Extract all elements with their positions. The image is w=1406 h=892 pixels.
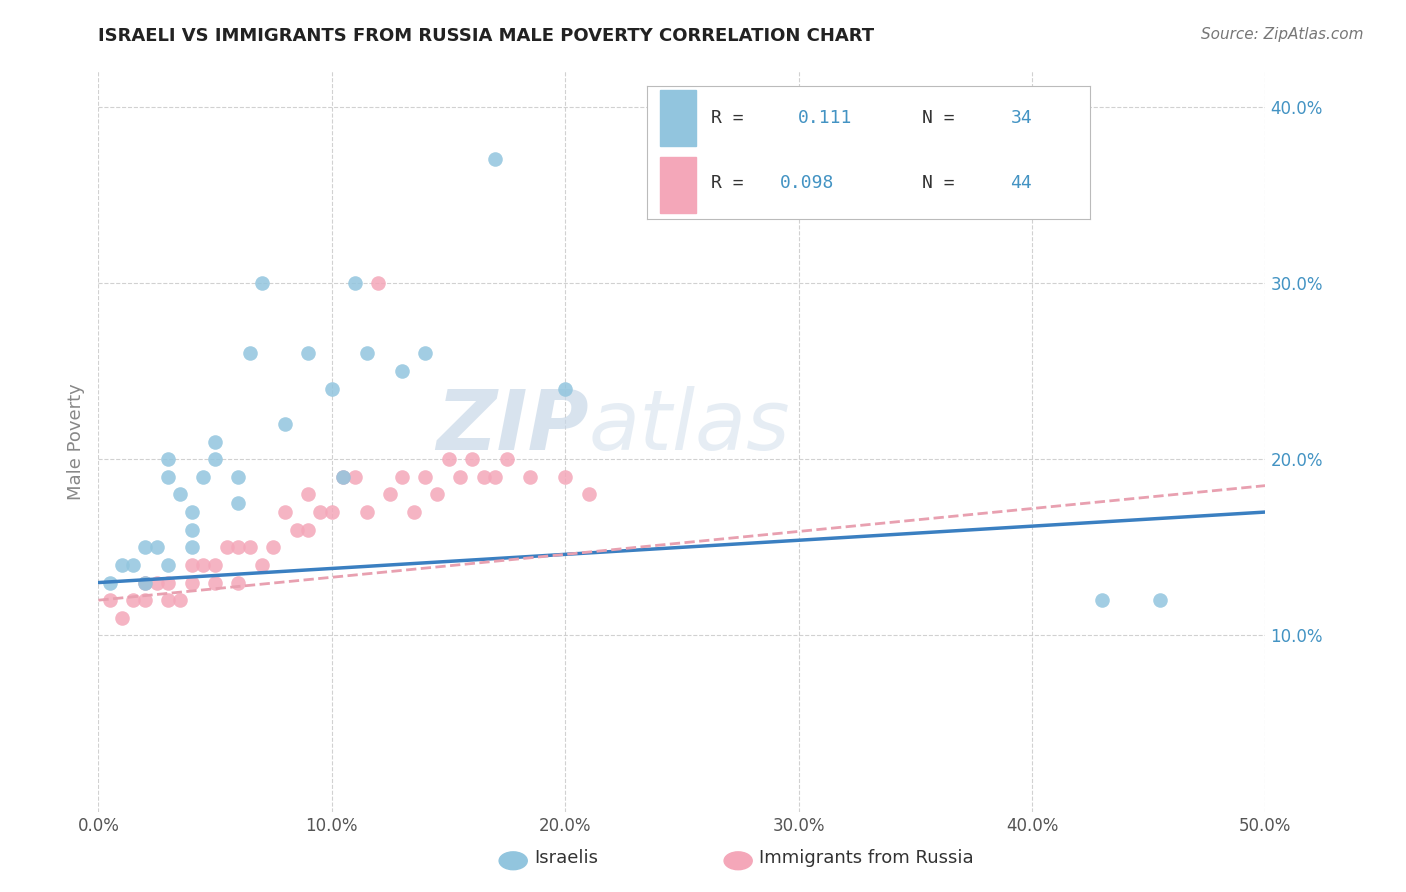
Point [204,575,226,590]
Point [193,558,215,572]
Point [413,346,436,360]
Point [437,452,460,467]
Point [180,523,202,537]
Point [344,470,367,484]
Point [321,382,343,396]
Text: ZIP: ZIP [436,386,589,467]
Point [111,611,134,625]
Point [228,575,250,590]
Point [215,541,238,555]
Text: 44: 44 [1011,175,1032,193]
Point [134,593,156,607]
Text: N =: N = [922,109,966,128]
Point [122,558,145,572]
Point [578,487,600,501]
Point [157,575,180,590]
Point [356,346,378,360]
Point [461,452,484,467]
Point [297,523,319,537]
Point [157,470,180,484]
Point [111,558,134,572]
Point [496,452,519,467]
Point [180,505,202,519]
Point [285,523,308,537]
Point [134,575,156,590]
Point [554,470,576,484]
Point [193,470,215,484]
Text: R =: R = [711,109,766,128]
Point [297,487,319,501]
Point [472,470,495,484]
Point [146,541,169,555]
Point [391,364,413,378]
Point [228,541,250,555]
Text: Israelis: Israelis [534,849,599,867]
Point [344,276,367,290]
Bar [661,90,696,146]
Point [554,382,576,396]
Point [239,346,262,360]
Point [1091,593,1114,607]
Point [356,505,378,519]
Point [413,470,436,484]
Point [426,487,449,501]
Point [180,558,202,572]
Point [332,470,354,484]
Point [449,470,471,484]
Text: N =: N = [922,175,966,193]
Point [321,505,343,519]
Point [274,505,297,519]
Point [228,470,250,484]
Text: Immigrants from Russia: Immigrants from Russia [759,849,974,867]
Point [297,346,319,360]
Point [332,470,354,484]
Text: ISRAELI VS IMMIGRANTS FROM RUSSIA MALE POVERTY CORRELATION CHART: ISRAELI VS IMMIGRANTS FROM RUSSIA MALE P… [98,27,875,45]
Point [239,541,262,555]
Text: R =: R = [711,175,755,193]
Point [98,575,121,590]
Point [157,593,180,607]
Point [1149,593,1171,607]
Point [98,593,121,607]
Point [134,575,156,590]
Point [180,575,202,590]
Bar [661,157,696,213]
Point [204,434,226,449]
Point [309,505,332,519]
Point [122,593,145,607]
Point [157,558,180,572]
Point [204,452,226,467]
Point [134,541,156,555]
Point [146,575,169,590]
Point [391,470,413,484]
Point [484,470,506,484]
Point [157,452,180,467]
Point [484,153,506,167]
Point [380,487,402,501]
Point [169,593,191,607]
Point [402,505,425,519]
Point [367,276,389,290]
Text: 0.111: 0.111 [797,109,852,128]
Point [250,276,273,290]
Point [274,417,297,431]
Text: 34: 34 [1011,109,1032,128]
Point [204,558,226,572]
Point [262,541,284,555]
Point [250,558,273,572]
Y-axis label: Male Poverty: Male Poverty [66,384,84,500]
Text: 0.098: 0.098 [780,175,834,193]
Point [519,470,541,484]
Text: Source: ZipAtlas.com: Source: ZipAtlas.com [1201,27,1364,42]
Point [180,541,202,555]
Point [169,487,191,501]
Text: atlas: atlas [589,386,790,467]
Point [228,496,250,510]
